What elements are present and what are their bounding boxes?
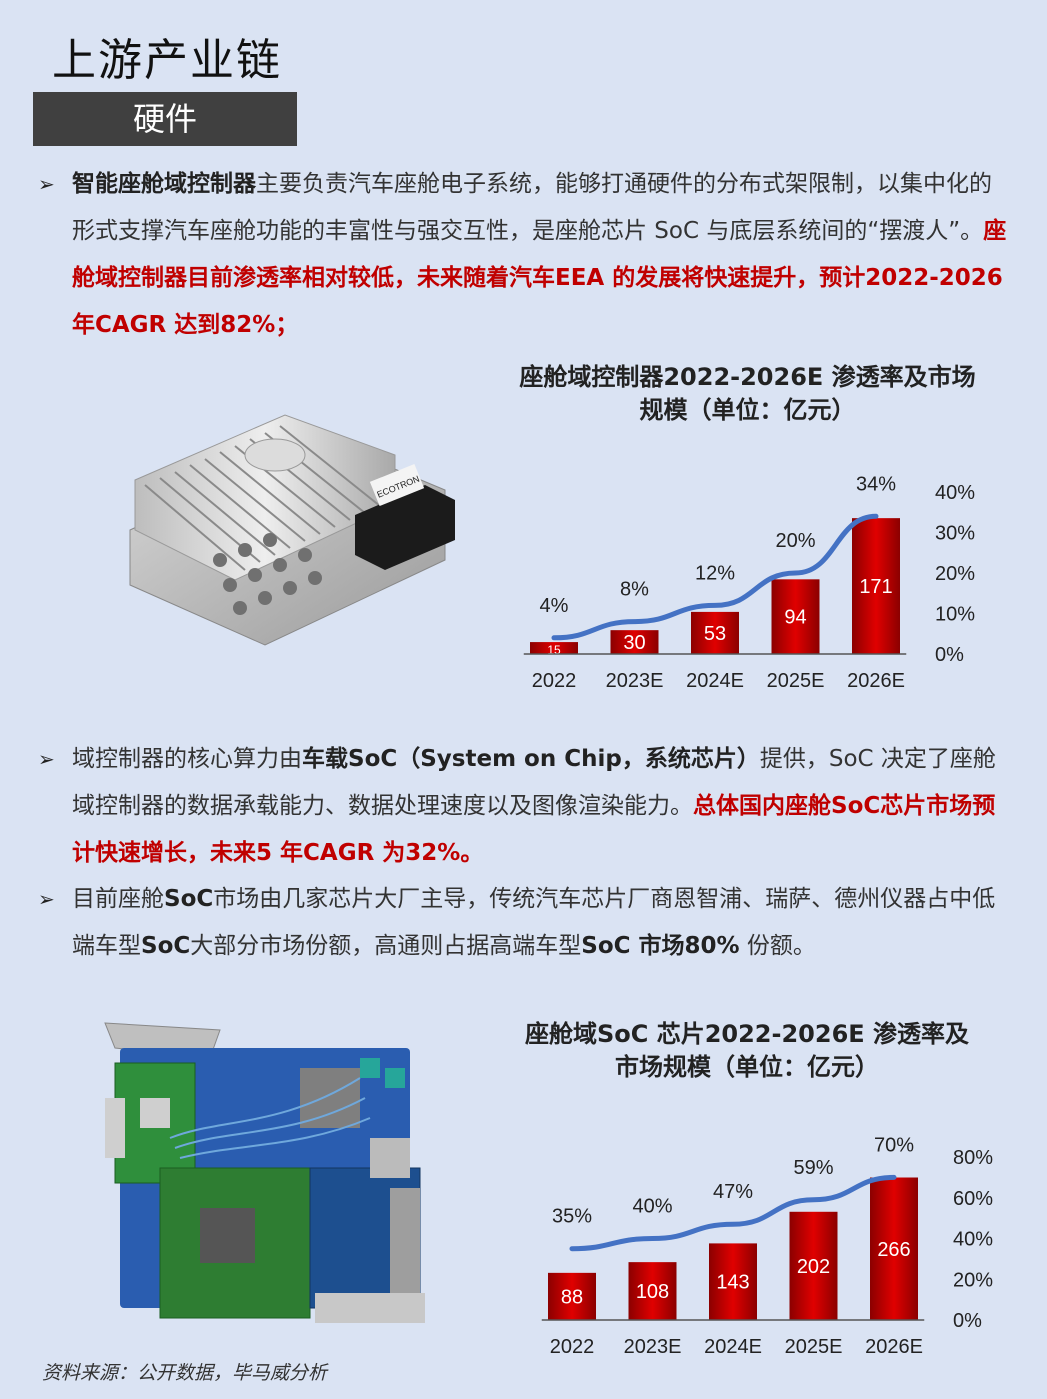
soc-chart: 88 2022 35% 108 2023E 40% 143 2024E 47% 202 2025E 5… [541, 1134, 993, 1358]
paragraph2-text-a: 域控制器的核心算力由 [72, 746, 302, 772]
paragraph3-bold-c: SoC 市场80% [581, 933, 740, 959]
bar-2024E [691, 611, 739, 654]
rate-label: 35% [552, 1206, 592, 1228]
paragraph2-highlight: 总体国内座舱SoC芯片市场预计快速增长，未来5 年CAGR 为32%。 [72, 793, 996, 866]
paragraph1-text: 主要负责汽车座舱电子系统，能够打通硬件的分布式架限制，以集中化的形式支撑汽车座舱… [72, 171, 992, 244]
category-label: 2026E [847, 670, 905, 692]
bar-value-label: 108 [636, 1281, 669, 1303]
rate-label: 20% [775, 530, 815, 552]
paragraph-market: ➢ 目前座舱SoC市场由几家芯片大厂主导，传统汽车芯片厂商恩智浦、瑞萨、德州仪器… [38, 876, 1012, 970]
rate-label: 59% [793, 1157, 833, 1179]
rate-label: 12% [695, 562, 735, 584]
rate-line [569, 1174, 897, 1252]
paragraph3-text-b: 市场由几家芯片大厂主导，传统汽车芯片厂商恩智浦、瑞萨、德州仪器占中低端车型 [72, 886, 996, 959]
category-label: 2022 [532, 670, 577, 692]
rate-label: 40% [632, 1196, 672, 1218]
right-axis-tick: 60% [953, 1188, 993, 1210]
rate-label: 70% [874, 1134, 914, 1156]
bar-2022 [548, 1272, 596, 1320]
right-axis-tick: 0% [935, 644, 964, 666]
right-axis-tick: 40% [935, 482, 975, 504]
bar-2025E [771, 579, 820, 654]
category-label: 2023E [624, 1336, 682, 1358]
right-axis-tick: 80% [953, 1147, 993, 1169]
category-label: 2024E [686, 670, 744, 692]
paragraph1-highlight: 座舱域控制器目前渗透率相对较低，未来随着汽车EEA 的发展将快速提升，预计202… [72, 218, 1007, 338]
bar-2023E [610, 630, 659, 654]
bar-2026E [870, 1177, 918, 1320]
soc-board-photo [104, 1022, 425, 1323]
right-axis-tick: 40% [953, 1229, 993, 1251]
right-axis-tick: 20% [935, 563, 975, 585]
rate-line [551, 513, 879, 641]
paragraph3-text-a: 目前座舱 [72, 886, 164, 912]
bar-value-label: 202 [797, 1256, 830, 1278]
category-label: 2022 [550, 1336, 595, 1358]
paragraph3-text-d: 份额。 [739, 933, 816, 959]
rate-label: 47% [713, 1181, 753, 1203]
bar-value-label: 30 [623, 632, 645, 654]
bar-value-label: 88 [561, 1286, 583, 1308]
bar-value-label: 171 [859, 576, 892, 598]
section-tag: 硬件 [33, 92, 297, 146]
right-axis-tick: 0% [953, 1310, 982, 1332]
paragraph3-text-c: 大部分市场份额，高通则占据高端车型 [190, 933, 582, 959]
paragraph1-bold: 智能座舱域控制器 [72, 171, 256, 197]
rate-label: 8% [620, 579, 649, 601]
controller-chart: 15 2022 4% 30 2023E 8% 53 2024E 12% 94 2025E 20% 171… [523, 473, 975, 692]
bar-value-label: 15 [547, 643, 561, 657]
category-label: 2024E [704, 1336, 762, 1358]
category-label: 2023E [606, 670, 664, 692]
right-axis-tick: 10% [935, 604, 975, 626]
domain-controller-photo: ECOTRON [129, 414, 455, 646]
paragraph-controller: ➢ 智能座舱域控制器主要负责汽车座舱电子系统，能够打通硬件的分布式架限制，以集中… [38, 161, 1012, 349]
bar-value-label: 266 [877, 1239, 910, 1261]
chart1-title: 座舱域控制器2022-2026E 渗透率及市场规模（单位：亿元） [519, 363, 976, 424]
arrow-bullet-icon: ➢ [38, 887, 55, 911]
bar-value-label: 53 [704, 623, 726, 645]
rate-label: 34% [856, 473, 896, 495]
arrow-bullet-icon: ➢ [38, 747, 55, 771]
rate-label: 4% [540, 595, 569, 617]
bar-2022 [530, 642, 578, 654]
page-title: 上游产业链 [52, 35, 282, 86]
right-axis-tick: 30% [935, 523, 975, 545]
paragraph3-bold-b: SoC [141, 933, 191, 959]
source-note: 资料来源：公开数据，毕马威分析 [42, 1362, 328, 1384]
bar-2025E [789, 1211, 838, 1320]
paragraph2-bold: 车载SoC（System on Chip，系统芯片） [302, 746, 760, 772]
bar-2024E [709, 1243, 757, 1320]
bar-2023E [628, 1262, 677, 1320]
arrow-bullet-icon: ➢ [38, 172, 55, 196]
bar-value-label: 94 [784, 607, 806, 629]
paragraph-soc-compute: ➢ 域控制器的核心算力由车载SoC（System on Chip，系统芯片）提供… [38, 736, 1012, 877]
category-label: 2025E [767, 670, 825, 692]
category-label: 2026E [865, 1336, 923, 1358]
bar-2026E [852, 518, 900, 654]
category-label: 2025E [785, 1336, 843, 1358]
chart2-title: 座舱域SoC 芯片2022-2026E 渗透率及市场规模（单位：亿元） [524, 1020, 970, 1081]
right-axis-tick: 20% [953, 1269, 993, 1291]
paragraph2-text-b: 提供，SoC 决定了座舱域控制器的数据承载能力、数据处理速度以及图像渲染能力。 [72, 746, 996, 819]
paragraph3-bold-a: SoC [164, 886, 214, 912]
bar-value-label: 143 [716, 1272, 749, 1294]
